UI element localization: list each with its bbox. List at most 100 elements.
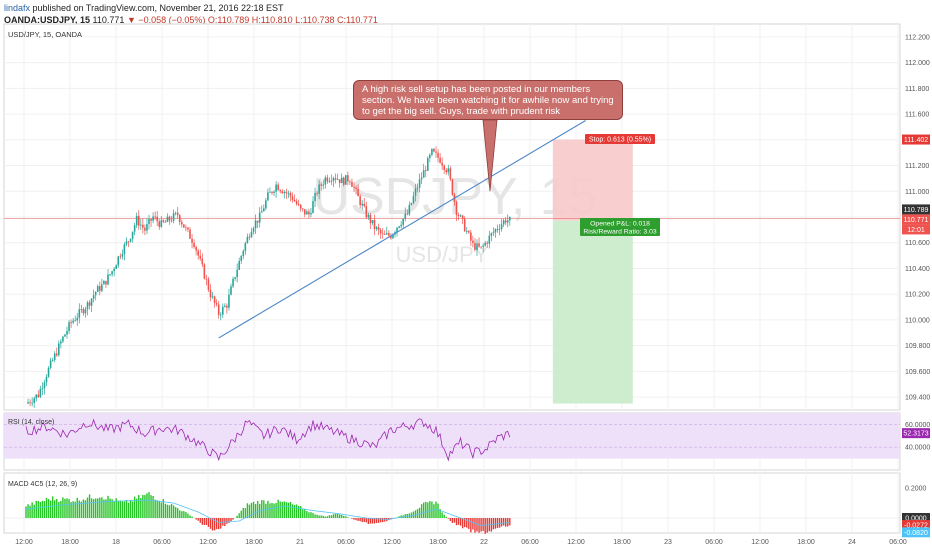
macd-bar: [172, 505, 175, 518]
macd-bar: [88, 494, 91, 518]
candle: [185, 227, 187, 229]
candle: [72, 320, 74, 323]
candle: [183, 224, 185, 228]
macd-bar: [439, 509, 441, 518]
macd-bar: [373, 518, 376, 524]
candle: [429, 154, 431, 158]
candle: [365, 206, 368, 218]
macd-bar: [177, 508, 179, 518]
macd-bar: [345, 516, 347, 518]
macd-value-tag: -0.0272: [904, 523, 928, 530]
candle: [150, 219, 152, 221]
macd-bar: [449, 518, 452, 521]
candle: [367, 214, 370, 218]
macd-bar: [58, 501, 60, 518]
macd-bar: [144, 495, 146, 518]
macd-bar: [312, 513, 314, 518]
macd-bar: [70, 502, 72, 518]
candle: [37, 394, 40, 397]
candle: [45, 376, 48, 383]
candle: [242, 250, 245, 256]
candle: [168, 216, 171, 221]
candle: [281, 191, 284, 194]
macd-bar: [117, 500, 119, 518]
candle: [66, 331, 68, 335]
candle: [189, 229, 191, 239]
candle: [478, 243, 480, 247]
candle: [320, 184, 322, 186]
macd-bar: [90, 498, 93, 518]
macd-bar: [472, 518, 474, 530]
price-tick-label: 111.000: [905, 189, 929, 196]
macd-bar: [404, 514, 406, 518]
macd-bar: [509, 518, 511, 526]
macd-bar: [445, 516, 447, 518]
macd-bar: [37, 501, 39, 518]
macd-bar: [76, 497, 78, 518]
author-link[interactable]: lindafx: [4, 3, 31, 13]
candle: [238, 261, 240, 270]
candle: [197, 250, 199, 256]
macd-bar: [25, 506, 27, 518]
macd-bar: [371, 518, 374, 524]
macd-bar: [474, 518, 476, 533]
candle: [187, 227, 189, 230]
time-tick-label: 23: [664, 539, 672, 546]
annotation-callout[interactable]: A high risk sell setup has been posted i…: [353, 80, 623, 120]
candle: [402, 218, 404, 225]
candle: [133, 225, 136, 232]
candle: [39, 388, 42, 397]
candle: [338, 179, 341, 183]
macd-bar: [363, 518, 365, 523]
candle: [152, 216, 154, 221]
macd-bar: [197, 518, 199, 521]
macd-bar: [420, 504, 423, 518]
macd-bar: [355, 518, 357, 521]
macd-bar: [101, 497, 103, 518]
stop-label-bg: [585, 134, 655, 144]
macd-bar: [142, 494, 144, 518]
macd-bar: [433, 504, 435, 518]
candle: [459, 215, 462, 217]
macd-bar: [168, 505, 171, 518]
candle: [164, 221, 167, 223]
candle: [371, 220, 374, 224]
candle: [265, 200, 267, 209]
macd-bar: [498, 518, 501, 528]
macd-bar: [304, 509, 306, 518]
candle: [509, 216, 511, 221]
published-text: published on TradingView.com, November 2…: [32, 3, 284, 13]
price-tick-label: 110.200: [905, 292, 930, 299]
macd-bar: [154, 499, 156, 518]
candle: [398, 226, 400, 228]
candle: [449, 168, 452, 180]
macd-bar: [86, 497, 89, 518]
macd-bar: [336, 513, 339, 518]
candle: [408, 204, 411, 215]
macd-bar: [482, 518, 484, 531]
candle: [420, 177, 423, 180]
candle: [121, 254, 124, 257]
candle: [101, 284, 103, 291]
candle: [388, 233, 390, 236]
symbol-label: OANDA:USDJPY, 15: [4, 15, 91, 25]
candle: [326, 177, 329, 182]
macd-bar: [400, 515, 402, 518]
candle: [230, 286, 232, 295]
macd-bar: [308, 512, 310, 518]
macd-bar: [164, 503, 167, 518]
macd-bar: [203, 518, 206, 525]
candle: [29, 402, 31, 403]
candle: [324, 177, 327, 185]
macd-bar: [416, 509, 419, 518]
macd-bar: [437, 503, 439, 518]
candle: [306, 211, 308, 215]
candle: [135, 215, 138, 226]
candle: [181, 222, 183, 225]
macd-bar: [45, 497, 48, 518]
macd-bar: [129, 499, 132, 518]
candle: [70, 322, 72, 324]
macd-bar: [427, 502, 429, 518]
candle: [301, 208, 304, 210]
last-price-tag-bg: [902, 204, 930, 215]
